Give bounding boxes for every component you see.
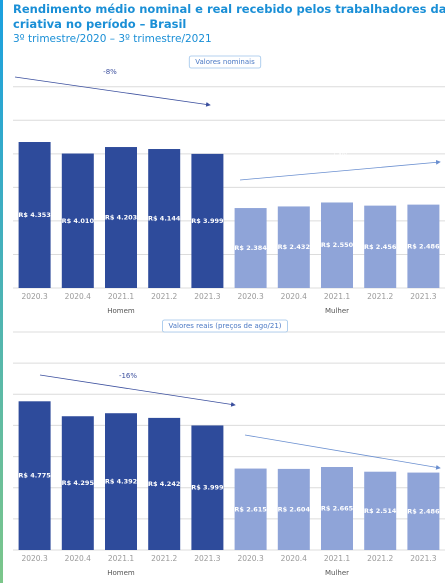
x-tick-label: 2020.3 bbox=[237, 554, 263, 563]
value-label: R$ 2.550 bbox=[321, 241, 354, 249]
x-tick-label: 2021.1 bbox=[324, 554, 350, 563]
bar bbox=[407, 472, 440, 550]
x-tick-label: 2021.3 bbox=[410, 554, 436, 563]
value-label: R$ 2.384 bbox=[234, 244, 267, 252]
side-bar bbox=[0, 0, 3, 583]
value-label: R$ 4.144 bbox=[148, 215, 181, 223]
x-tick-label: 2021.2 bbox=[367, 554, 393, 563]
value-label: R$ 4.242 bbox=[148, 480, 180, 488]
x-tick-label: 2020.4 bbox=[281, 554, 307, 563]
x-tick-label: 2021.3 bbox=[410, 292, 436, 301]
x-tick-label: 2021.2 bbox=[151, 292, 177, 301]
x-tick-label: 2020.4 bbox=[65, 292, 91, 301]
bar bbox=[234, 208, 267, 288]
bar bbox=[18, 142, 51, 288]
x-tick-label: 2021.2 bbox=[151, 554, 177, 563]
subtitle: 3º trimestre/2020 – 3º trimestre/2021 bbox=[13, 33, 212, 45]
x-tick-label: 2021.1 bbox=[324, 292, 350, 301]
bar bbox=[105, 147, 137, 288]
bar bbox=[364, 205, 397, 288]
value-label: R$ 4.295 bbox=[62, 479, 95, 487]
x-tick-label: 2020.3 bbox=[21, 292, 47, 301]
x-tick-label: 2021.1 bbox=[108, 292, 134, 301]
x-tick-label: 2021.2 bbox=[367, 292, 393, 301]
value-label: R$ 2.615 bbox=[234, 505, 267, 513]
value-label: R$ 2.456 bbox=[364, 243, 397, 251]
bar bbox=[191, 153, 224, 288]
bar bbox=[321, 467, 353, 550]
trend-arrow bbox=[14, 76, 211, 107]
chart-title: Valores nominais bbox=[195, 58, 255, 66]
value-label: R$ 3.999 bbox=[191, 217, 224, 225]
value-label: R$ 2.604 bbox=[278, 505, 311, 513]
x-tick-label: 2020.4 bbox=[281, 292, 307, 301]
bar bbox=[321, 202, 353, 288]
value-label: R$ 2.486 bbox=[407, 507, 440, 515]
value-label: R$ 2.665 bbox=[321, 505, 354, 513]
group-label: Mulher bbox=[325, 307, 349, 315]
bar bbox=[61, 153, 94, 288]
bar bbox=[407, 204, 440, 288]
bar bbox=[191, 425, 224, 550]
x-tick-label: 2021.3 bbox=[194, 292, 220, 301]
group-label: Mulher bbox=[325, 569, 349, 577]
trend-arrow bbox=[39, 374, 236, 407]
value-label: R$ 3.999 bbox=[191, 484, 224, 492]
bar bbox=[234, 468, 267, 550]
value-label: R$ 4.010 bbox=[62, 217, 95, 225]
value-label: R$ 4.775 bbox=[18, 472, 51, 480]
bar bbox=[18, 401, 51, 550]
bar bbox=[105, 413, 137, 550]
bar bbox=[148, 417, 181, 550]
value-label: R$ 2.432 bbox=[278, 243, 310, 251]
trend-arrow bbox=[244, 434, 441, 470]
x-tick-label: 2020.4 bbox=[65, 554, 91, 563]
bar bbox=[277, 468, 310, 550]
value-label: R$ 2.514 bbox=[364, 507, 397, 515]
group-label: Homem bbox=[107, 569, 135, 577]
bar bbox=[277, 206, 310, 288]
annotation: -5 % bbox=[332, 439, 348, 447]
bar bbox=[61, 416, 94, 550]
bar bbox=[364, 471, 397, 550]
value-label: R$ 4.392 bbox=[105, 478, 137, 486]
annotation: -8% bbox=[103, 68, 117, 76]
chart-title: Valores reais (preços de ago/21) bbox=[169, 322, 282, 330]
value-label: R$ 2.486 bbox=[407, 242, 440, 250]
x-tick-label: 2020.3 bbox=[21, 554, 47, 563]
title: Rendimento médio nominal e real recebido… bbox=[13, 2, 445, 31]
x-tick-label: 2020.3 bbox=[237, 292, 263, 301]
annotation: -16% bbox=[119, 372, 137, 380]
chart-title-box bbox=[188, 55, 262, 69]
chart-title-box bbox=[162, 319, 288, 333]
annotation: +4% bbox=[332, 152, 349, 160]
bar bbox=[148, 149, 181, 288]
x-tick-label: 2021.1 bbox=[108, 554, 134, 563]
value-label: R$ 4.203 bbox=[105, 214, 137, 222]
x-tick-label: 2021.3 bbox=[194, 554, 220, 563]
trend-arrow bbox=[239, 159, 441, 181]
value-label: R$ 4.353 bbox=[18, 211, 50, 219]
group-label: Homem bbox=[107, 307, 135, 315]
